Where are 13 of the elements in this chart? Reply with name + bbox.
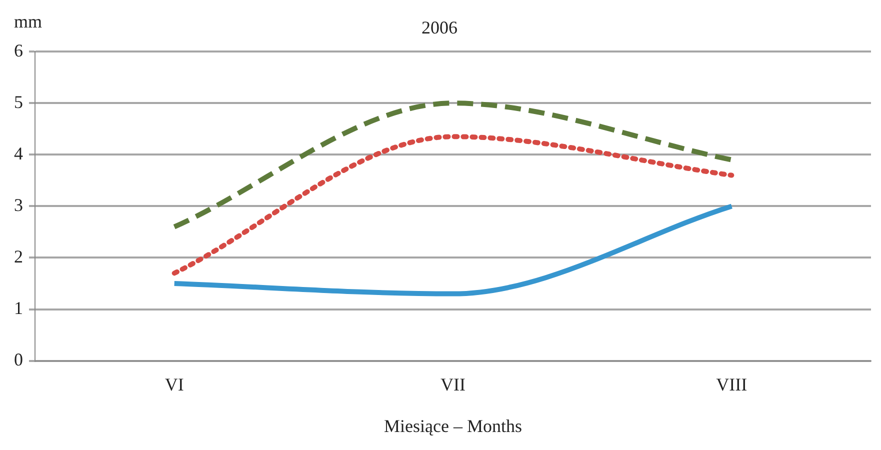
y-tick-label: 6	[14, 40, 23, 60]
y-tick-label: 3	[14, 194, 23, 215]
y-tick-label: 1	[14, 298, 23, 318]
y-axis-title: mm	[14, 12, 42, 32]
y-tick-label: 2	[14, 246, 23, 266]
x-tick-label: VIII	[716, 374, 748, 394]
x-axis-title: Miesiące – Months	[384, 416, 522, 436]
chart-title: 2006	[422, 18, 458, 38]
y-tick-label: 0	[14, 350, 23, 370]
x-tick-label: VII	[440, 374, 466, 394]
y-tick-label: 5	[14, 92, 23, 112]
y-tick-label: 4	[14, 143, 23, 164]
x-tick-label: VI	[164, 374, 184, 394]
